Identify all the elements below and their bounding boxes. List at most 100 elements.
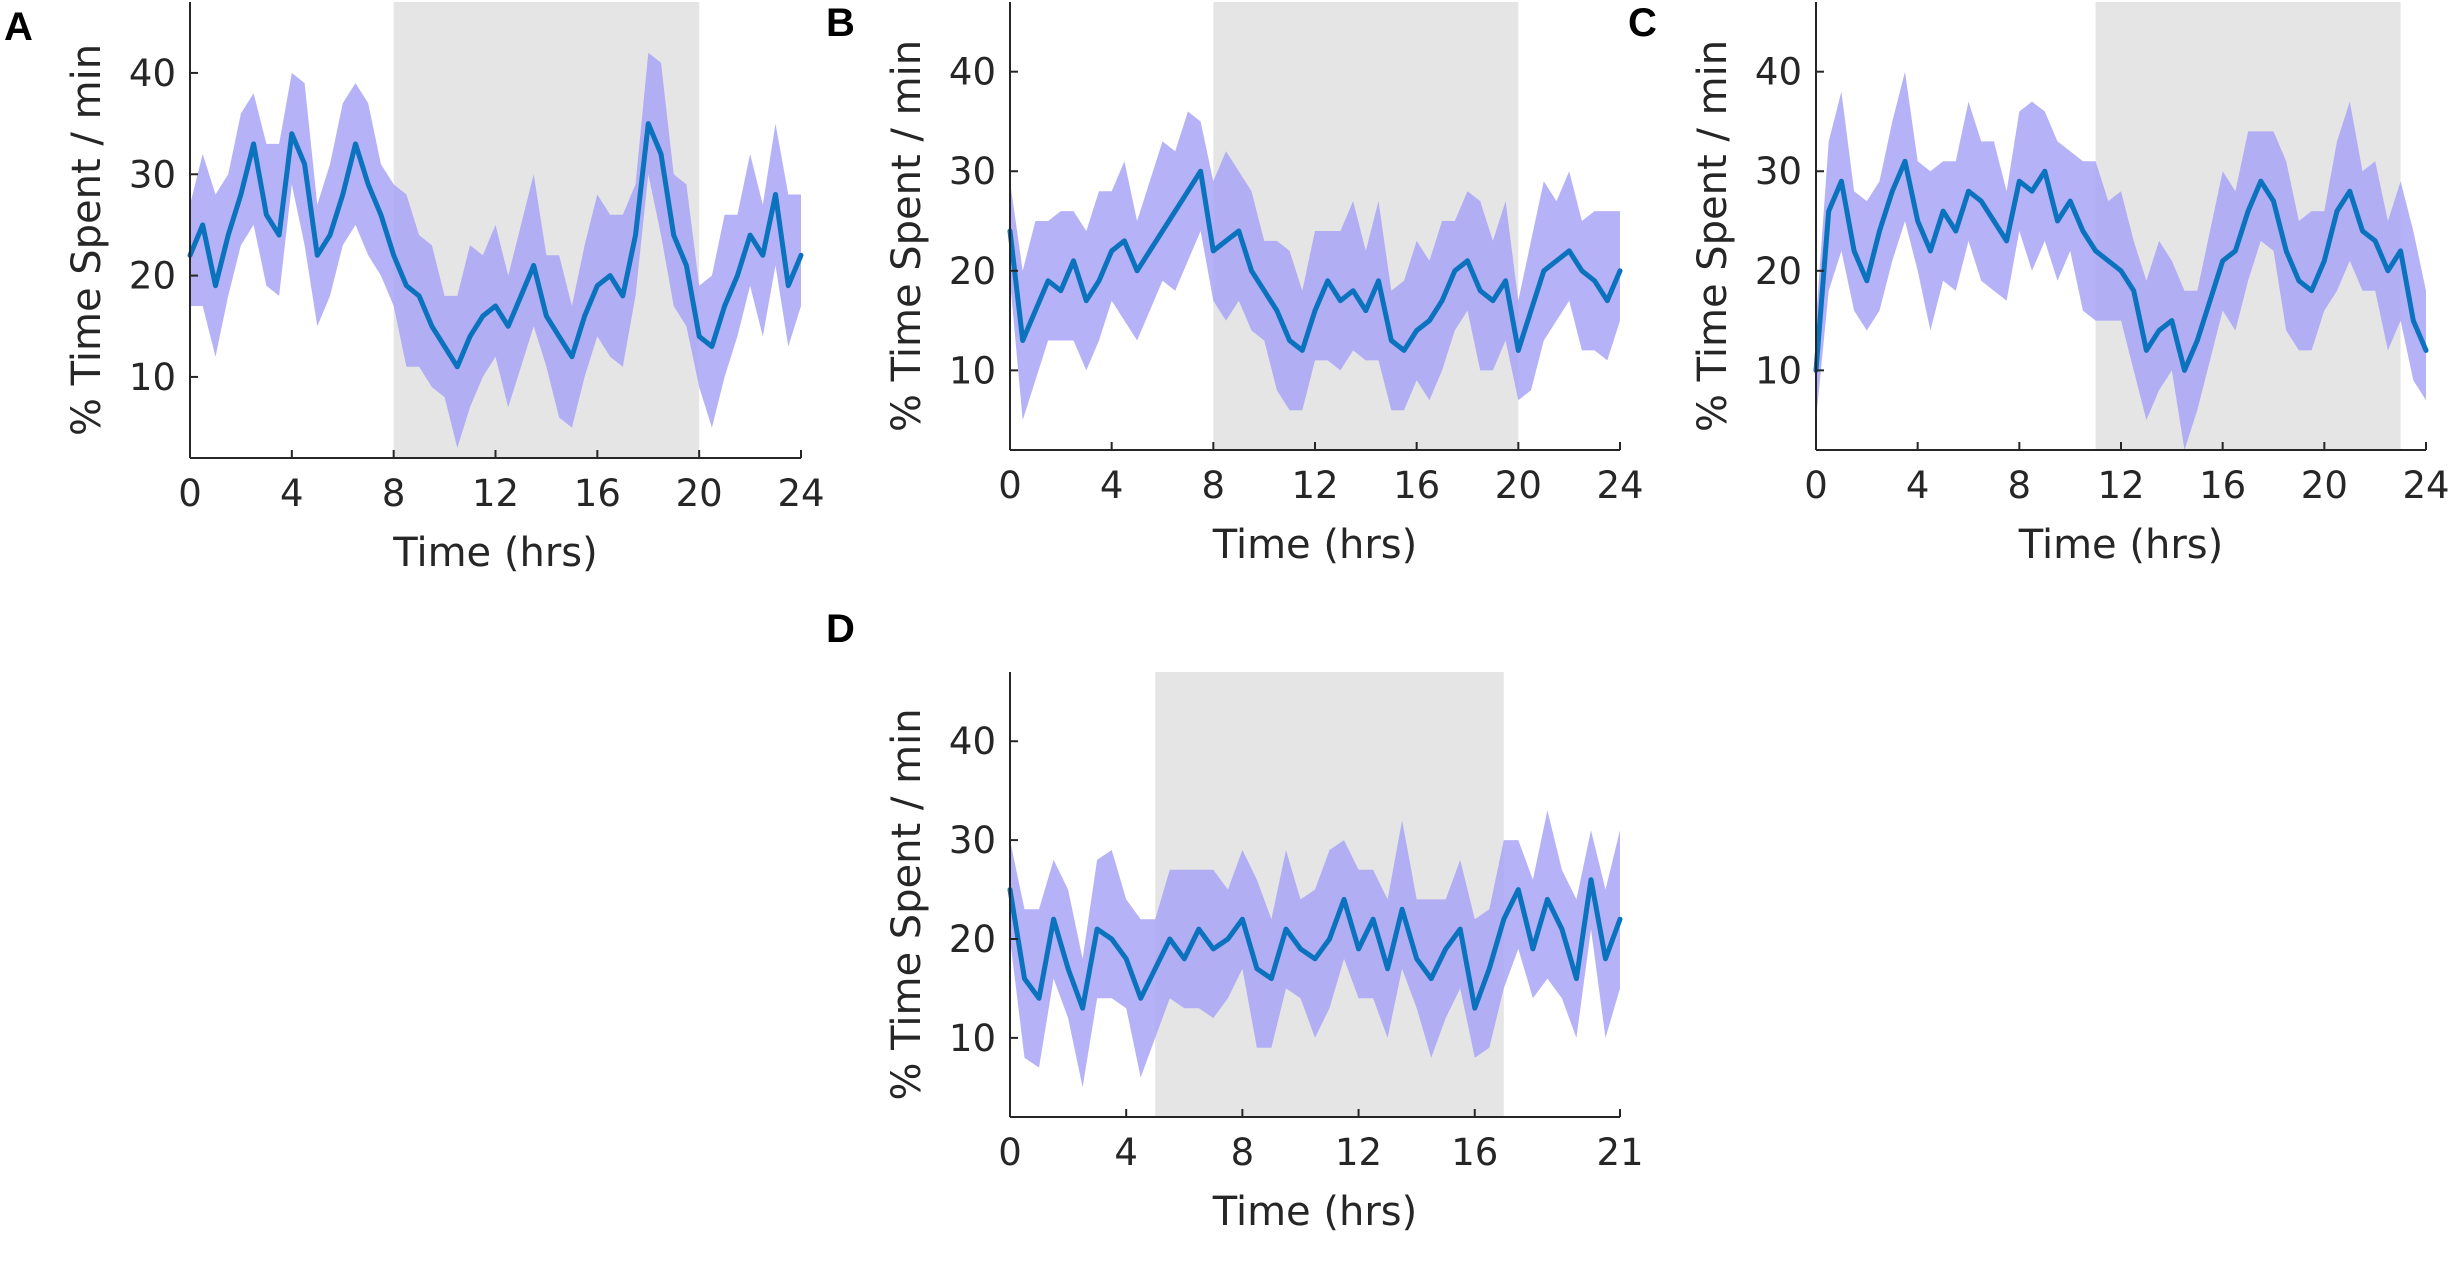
y-tick-label: 20 (1755, 250, 1802, 293)
data-point (646, 121, 651, 126)
x-tick-label: 8 (382, 472, 406, 515)
data-point (2017, 179, 2022, 184)
data-point (1185, 189, 1191, 194)
data-point (264, 212, 269, 217)
data-point (1080, 1006, 1085, 1011)
data-point (1427, 318, 1432, 323)
data-point (2398, 248, 2403, 254)
data-point (1223, 238, 1229, 244)
x-axis-label: Time (hrs) (1212, 522, 1417, 568)
data-point (442, 344, 447, 349)
data-point (1541, 268, 1547, 273)
x-axis-label: Time (hrs) (1212, 1189, 1417, 1235)
panel-b: 10 20 30 40 0 4 8 12 16 20 24 Time (hrs) % Time Spen… (826, 1, 1644, 568)
y-tick-label: 40 (1755, 51, 1802, 94)
x-tick-label: 4 (280, 472, 304, 515)
data-point (1240, 917, 1245, 922)
data-point (404, 283, 409, 288)
data-point (1414, 328, 1419, 333)
y-tick-label: 30 (1755, 150, 1802, 193)
data-point (302, 161, 307, 167)
data-point (2080, 228, 2086, 234)
data-point (1236, 228, 1242, 234)
data-point (1458, 926, 1463, 932)
panel-c: 10 20 30 40 0 4 8 12 16 20 24 Time (hrs) % Time Spen… (1628, 1, 2450, 568)
x-tick-label: 8 (1202, 464, 1226, 507)
y-tick-label: 10 (949, 1017, 996, 1060)
data-point (709, 344, 715, 349)
panel-d: 10 20 30 40 0 4 8 12 16 21 Time (hrs) % Time Spent … (826, 607, 1644, 1235)
x-tick-label: 12 (472, 472, 519, 515)
data-point (2029, 189, 2035, 194)
y-axis-label: % Time Spent / min (884, 40, 930, 432)
y-tick-label: 30 (129, 153, 176, 196)
data-point (1283, 926, 1289, 932)
data-point (1138, 996, 1143, 1001)
data-point (1262, 288, 1267, 293)
x-tick-label: 12 (1291, 464, 1338, 507)
data-point (1033, 308, 1038, 313)
data-point (786, 283, 791, 288)
data-point (1545, 897, 1550, 902)
x-tick-label: 0 (998, 464, 1022, 507)
data-point (1071, 258, 1076, 263)
data-point (1966, 189, 1971, 194)
x-tick-label: 16 (2199, 464, 2246, 507)
data-point (200, 222, 205, 228)
data-point (467, 334, 473, 339)
data-point (697, 334, 702, 339)
data-point (1452, 268, 1458, 273)
x-tick-label: 21 (1596, 1131, 1643, 1174)
data-point (2233, 248, 2238, 254)
x-tick-label: 16 (574, 472, 621, 515)
x-tick-label: 24 (1596, 464, 1643, 507)
data-point (506, 324, 511, 329)
data-point (1370, 917, 1376, 922)
sem-band (1010, 810, 1620, 1088)
data-point (2144, 348, 2149, 353)
data-point (480, 313, 485, 319)
y-tick-label: 40 (949, 51, 996, 94)
sem-band (1816, 71, 2426, 450)
x-tick-label: 8 (2008, 464, 2032, 507)
data-point (1928, 248, 1933, 254)
data-point (1147, 248, 1153, 254)
data-point (2258, 179, 2263, 184)
y-tick-label: 20 (949, 250, 996, 293)
x-tick-label: 0 (178, 472, 202, 515)
data-point (1399, 907, 1405, 912)
data-point (493, 303, 498, 309)
data-point (2284, 248, 2289, 254)
data-point (1160, 228, 1165, 234)
data-point (1414, 956, 1419, 961)
data-point (1401, 348, 1407, 353)
x-axis-label: Time (hrs) (392, 530, 597, 576)
sem-band (1010, 111, 1620, 421)
data-point (747, 232, 753, 238)
data-point (1036, 996, 1042, 1001)
data-point (1225, 936, 1231, 942)
data-point (1902, 159, 1908, 164)
data-point (1443, 946, 1448, 952)
data-point (1022, 976, 1027, 981)
data-point (1839, 179, 1844, 184)
data-point (2347, 189, 2352, 194)
data-point (1109, 936, 1114, 942)
data-point (735, 273, 740, 278)
data-point (798, 253, 804, 258)
data-point (289, 131, 294, 136)
panel-letter: D (826, 607, 855, 651)
y-tick-label: 30 (949, 150, 996, 193)
data-point (1389, 338, 1394, 343)
x-tick-label: 4 (1906, 464, 1930, 507)
data-point (760, 253, 765, 258)
data-point (429, 324, 435, 329)
data-point (658, 151, 664, 157)
data-point (238, 192, 244, 197)
data-point (2322, 258, 2327, 263)
data-point (1567, 248, 1572, 254)
data-point (2373, 238, 2378, 244)
y-tick-label: 10 (129, 356, 176, 399)
data-point (1173, 208, 1178, 214)
x-axis-label: Time (hrs) (2018, 522, 2223, 568)
